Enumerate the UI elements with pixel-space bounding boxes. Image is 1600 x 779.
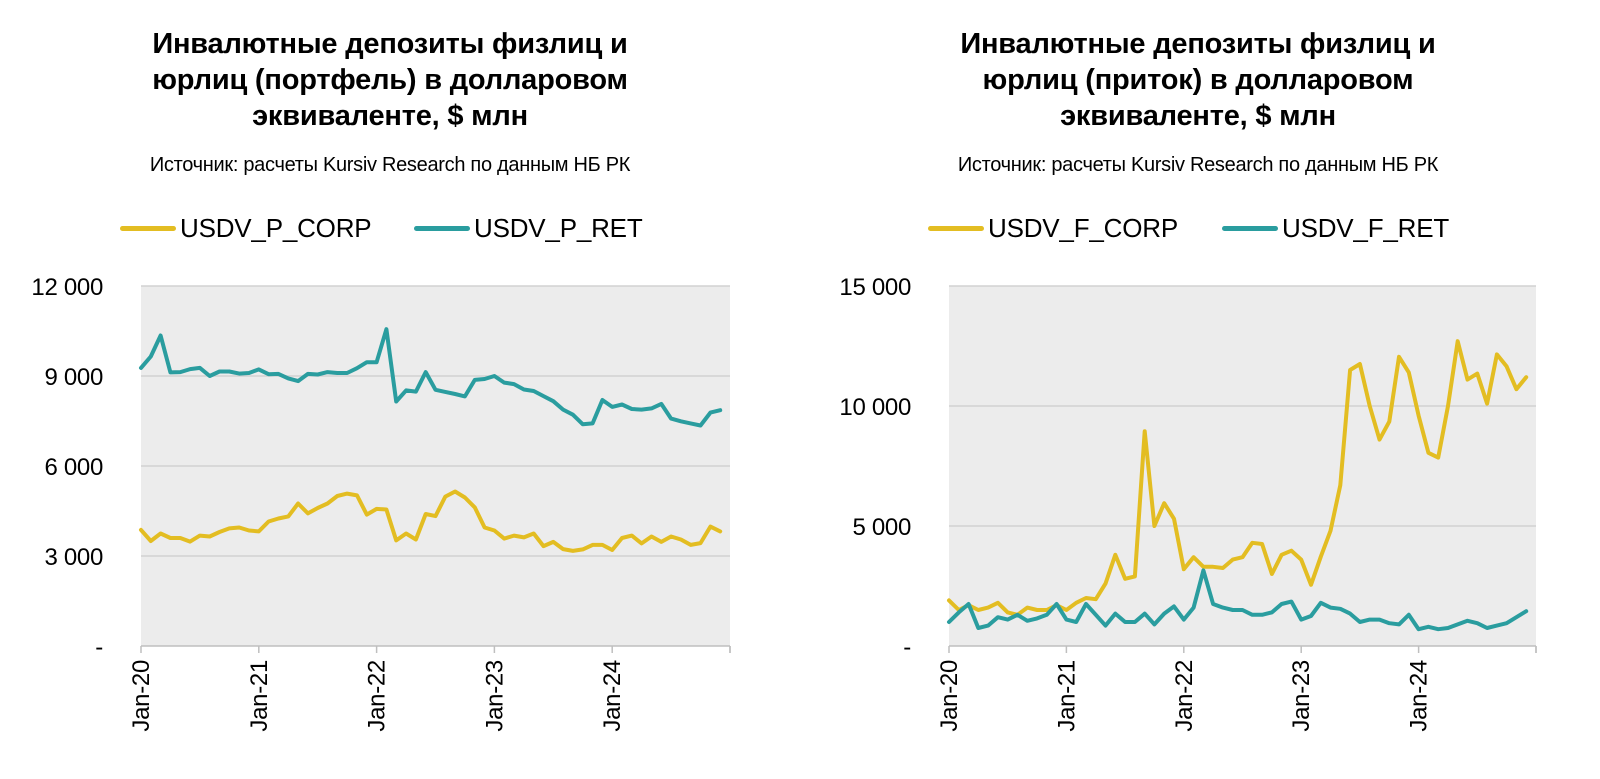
series-line-usdv-f-ret xyxy=(947,568,1529,632)
chart-title-line: эквиваленте, $ млн xyxy=(252,100,528,132)
series-line-usdv-f-corp xyxy=(947,339,1529,617)
legend-label: USDV_F_RET xyxy=(1282,212,1450,243)
y-tick-label: 15 000 xyxy=(839,274,911,301)
legend-item-ret: USDV_P_RET xyxy=(414,208,643,248)
y-tick-label: - xyxy=(903,634,911,661)
legend-item-corp: USDV_P_CORP xyxy=(120,208,372,248)
x-tick-label: Jan-22 xyxy=(1171,660,1198,732)
legend-swatch xyxy=(414,225,470,231)
legend-label: USDV_F_CORP xyxy=(988,212,1178,243)
chart-source: Источник: расчеты Kursiv Research по дан… xyxy=(957,154,1439,176)
chart-title-line: юрлиц (приток) в долларовом xyxy=(982,64,1414,96)
x-tick-label: Jan-22 xyxy=(364,660,391,732)
y-tick-label: 10 000 xyxy=(839,394,911,421)
legend-item-corp: USDV_F_CORP xyxy=(928,208,1178,248)
x-tick-label: Jan-21 xyxy=(246,660,273,732)
legend-label: USDV_P_CORP xyxy=(180,212,372,243)
portfolio-chart-panel: Инвалютные депозиты физлиц и юрлиц (порт… xyxy=(0,26,780,732)
legend-item-ret: USDV_F_RET xyxy=(1222,208,1449,248)
x-tick-label: Jan-24 xyxy=(1406,660,1433,732)
chart-title: Инвалютные депозиты физлиц и юрлиц (порт… xyxy=(60,26,720,134)
chart-title-line: юрлиц (портфель) в долларовом xyxy=(152,64,628,96)
chart-legend: USDV_F_CORP USDV_F_RET xyxy=(808,208,1588,248)
y-tick-label: 5 000 xyxy=(852,514,911,541)
line-chart: - 5 000 10 000 15 000 Jan-20 Jan-21 Jan-22 Jan-… xyxy=(839,274,1537,732)
x-tick-label: Jan-20 xyxy=(936,660,963,732)
x-tick-label: Jan-24 xyxy=(599,660,626,732)
y-tick-label: 6 000 xyxy=(44,454,103,481)
chart-source: Источник: расчеты Kursiv Research по дан… xyxy=(149,154,631,176)
legend-swatch xyxy=(1222,225,1278,231)
chart-title-line: эквиваленте, $ млн xyxy=(1060,100,1336,132)
x-tick-label: Jan-23 xyxy=(481,660,508,732)
chart-legend: USDV_P_CORP USDV_P_RET xyxy=(0,208,780,248)
chart-title-line: Инвалютные депозиты физлиц и xyxy=(960,28,1436,60)
series-line-usdv-p-ret xyxy=(139,327,723,428)
legend-swatch xyxy=(120,225,176,231)
line-chart: - 3 000 6 000 9 000 12 000 Jan-20 Jan-21 Jan-22… xyxy=(31,274,731,732)
y-tick-label: 3 000 xyxy=(44,544,103,571)
y-tick-label: 9 000 xyxy=(44,364,103,391)
x-tick-label: Jan-20 xyxy=(128,660,155,732)
series-line-usdv-p-corp xyxy=(139,489,723,553)
plot-area xyxy=(949,286,1536,646)
x-tick-label: Jan-23 xyxy=(1288,660,1315,732)
y-tick-label: - xyxy=(95,634,103,661)
y-tick-label: 12 000 xyxy=(31,274,103,301)
legend-swatch xyxy=(928,225,984,231)
inflow-chart-panel: Инвалютные депозиты физлиц и юрлиц (прит… xyxy=(808,0,1600,779)
chart-title: Инвалютные депозиты физлиц и юрлиц (прит… xyxy=(868,26,1528,134)
x-tick-label: Jan-21 xyxy=(1053,660,1080,732)
chart-title-line: Инвалютные депозиты физлиц и xyxy=(152,28,628,60)
legend-label: USDV_P_RET xyxy=(474,212,643,243)
